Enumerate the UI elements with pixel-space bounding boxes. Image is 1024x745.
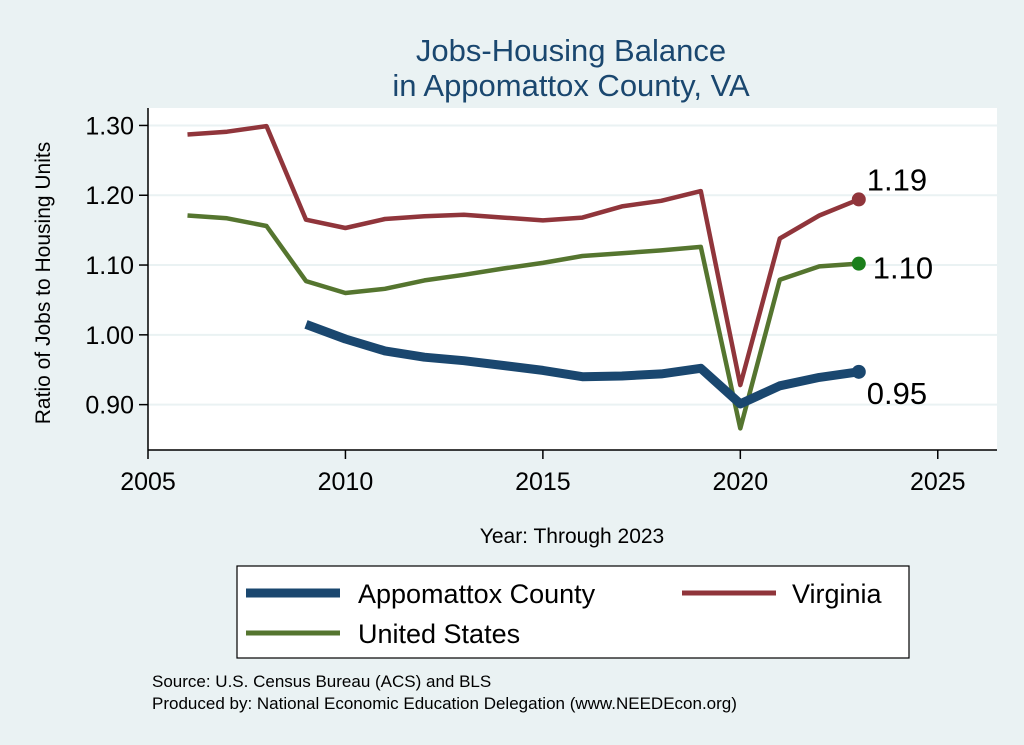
plot-region: 0.95 1.19 1.10 [148, 108, 997, 450]
legend-label-appomattox-county: Appomattox County [358, 579, 596, 609]
legend-box [236, 565, 910, 659]
end-label-virginia: 1.19 [867, 162, 927, 197]
legend: Appomattox County Virginia United States [236, 565, 910, 659]
end-labels: 0.95 1.19 1.10 [867, 162, 933, 410]
plot-background [148, 108, 997, 450]
chart-title-line-1: Jobs-Housing Balance [416, 33, 726, 68]
x-axis-title: Year: Through 2023 [480, 525, 665, 548]
y-tick-label: 0.90 [85, 392, 134, 420]
y-tick-label: 1.00 [85, 322, 134, 350]
y-axis-ticks: 0.90 1.00 1.10 1.20 1.30 [85, 112, 148, 420]
end-label-united-states: 1.10 [873, 251, 933, 286]
x-tick-label: 2015 [515, 468, 571, 496]
series-line-virginia [187, 123, 860, 388]
series-layer [187, 123, 860, 431]
x-tick-label: 2005 [120, 468, 176, 496]
x-tick-label: 2025 [910, 468, 966, 496]
series-line-appomattox-county [304, 320, 860, 409]
legend-label-virginia: Virginia [792, 579, 883, 609]
producer-note: Produced by: National Economic Education… [152, 694, 737, 713]
end-markers [851, 192, 866, 379]
x-tick-label: 2020 [713, 468, 769, 496]
chart-title-line-2: in Appomattox County, VA [392, 68, 750, 103]
end-marker-appomattox-county [851, 364, 866, 379]
legend-label-united-states: United States [358, 619, 520, 649]
x-tick-label: 2010 [318, 468, 374, 496]
y-axis-title: Ratio of Jobs to Housing Units [32, 142, 55, 424]
y-tick-label: 1.10 [85, 252, 134, 280]
end-marker-virginia [851, 192, 866, 207]
end-marker-united-states [851, 256, 866, 271]
end-label-appomattox-county: 0.95 [867, 376, 927, 411]
source-note: Source: U.S. Census Bureau (ACS) and BLS [152, 672, 491, 691]
y-tick-label: 1.20 [85, 182, 134, 210]
y-tick-label: 1.30 [85, 112, 134, 140]
x-axis-ticks: 2005 2010 2015 2020 2025 [120, 450, 966, 496]
